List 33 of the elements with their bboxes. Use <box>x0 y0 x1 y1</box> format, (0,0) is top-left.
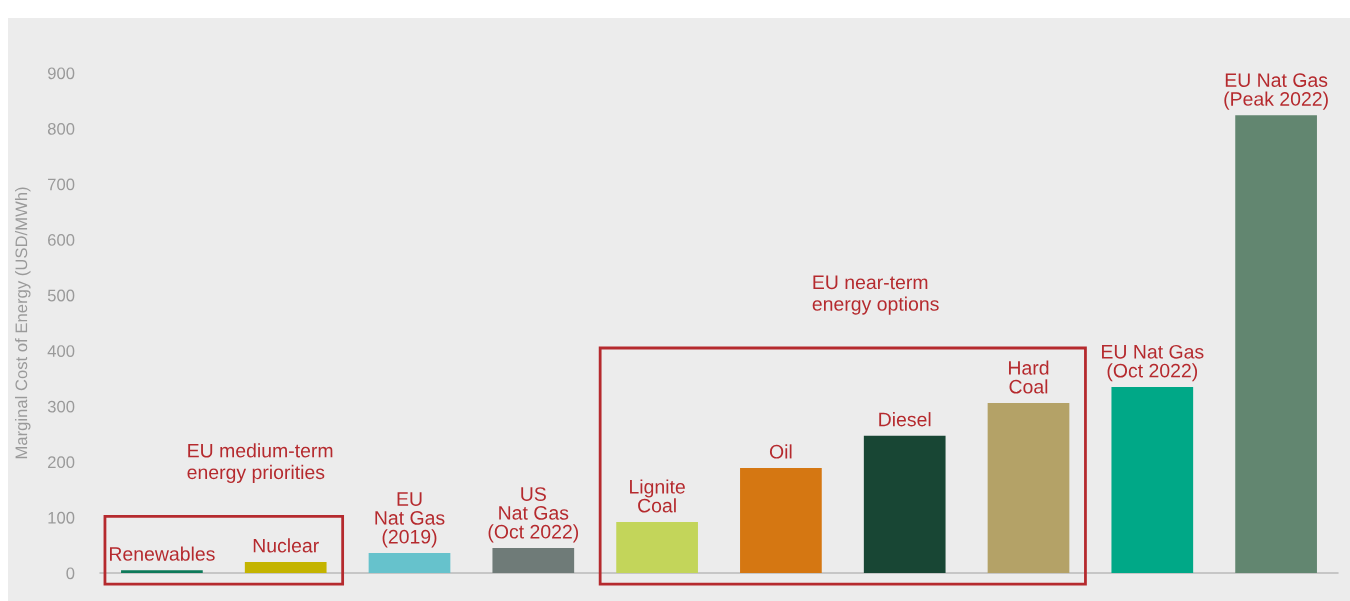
bar <box>987 403 1070 573</box>
annotation: EU near-term energy options <box>812 275 939 315</box>
y-tick-label: 600 <box>48 234 75 246</box>
bar <box>616 521 698 573</box>
x-tick-label: EU Nat Gas (Oct 2022) <box>1102 344 1204 382</box>
bar <box>1235 115 1317 573</box>
y-tick-label: 100 <box>48 511 75 524</box>
x-tick-label: Hard Coal <box>1009 360 1049 394</box>
bar <box>740 468 822 573</box>
x-tick-label: US Nat Gas (Oct 2022) <box>488 487 579 543</box>
y-tick-label: 900 <box>47 67 75 80</box>
y-tick-label: 500 <box>47 289 75 302</box>
x-tick-label: EU Nat Gas (2019) <box>375 492 445 548</box>
x-tick-label: Diesel <box>879 412 931 427</box>
x-tick-label: EU Nat Gas (Peak 2022) <box>1224 73 1328 110</box>
y-tick-label: 800 <box>47 122 75 135</box>
y-tick-label: 400 <box>47 345 75 357</box>
bar <box>863 435 946 573</box>
bar <box>368 553 451 573</box>
y-tick-label: 200 <box>48 456 75 469</box>
y-tick-label: 300 <box>47 400 75 413</box>
annotation: EU medium-term energy priorities <box>187 443 333 483</box>
y-tick-label: 0 <box>66 567 75 580</box>
bar <box>121 570 203 573</box>
y-tick-label: 700 <box>48 178 75 191</box>
x-tick-label: Renewables <box>109 546 215 561</box>
x-tick-label: Nuclear <box>253 538 319 553</box>
bar <box>1111 386 1194 573</box>
x-tick-label: Lignite Coal <box>630 479 685 513</box>
bar <box>492 548 575 573</box>
y-axis-title: Marginal Cost of Energy (USD/MWh) <box>14 187 31 459</box>
x-tick-label: Oil <box>769 444 792 459</box>
bar <box>244 561 327 573</box>
